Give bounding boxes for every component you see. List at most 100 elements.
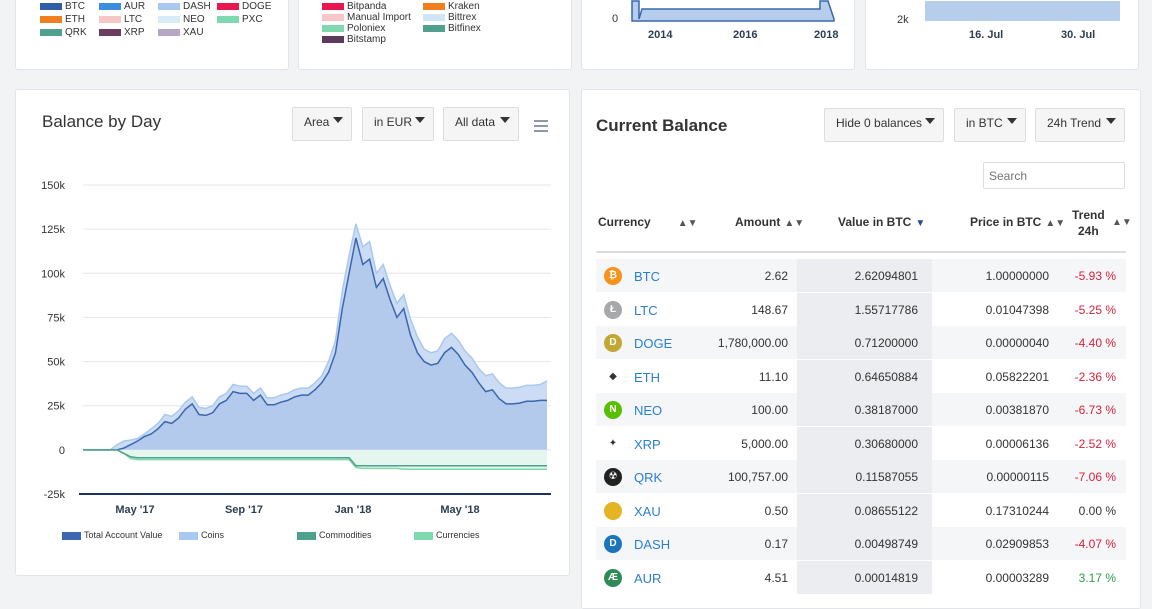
history-area <box>631 0 835 22</box>
amount-column-header[interactable]: Amount ▲▼ <box>735 215 805 229</box>
legend-swatch <box>423 2 445 10</box>
balance-by-day-chart: 150k 125k 100k 75k 50k 25k 0 -25k May '17 Sep '17… <box>41 180 551 516</box>
table-row[interactable]: Æ AUR 4.51 0.00014819 0.00003289 3.17 % <box>596 560 1126 594</box>
legend-item[interactable]: PXC <box>217 14 263 25</box>
legend-item[interactable]: LTC <box>99 14 142 25</box>
price-column-header[interactable]: Price in BTC ▲▼ <box>970 215 1066 229</box>
legend-swatch <box>158 28 180 36</box>
amount-cell: 11.10 <box>758 369 788 384</box>
series-line-commodities[interactable] <box>83 449 547 467</box>
trend-period-dropdown[interactable]: 24h Trend <box>1035 108 1125 142</box>
legend-label: Bitstamp <box>347 34 386 45</box>
series-area-total-account-value <box>83 238 547 450</box>
legend-swatch <box>217 15 239 23</box>
legend-item[interactable]: DASH <box>158 1 211 12</box>
legend-item[interactable]: ETH <box>40 14 85 25</box>
legend-swatch <box>99 2 121 10</box>
legend-swatch <box>322 35 344 43</box>
currency-name-link[interactable]: NEO <box>634 403 663 418</box>
chevron-down-icon <box>333 117 343 123</box>
currency-name-link[interactable]: BTC <box>634 269 660 284</box>
legend-item[interactable]: XRP <box>99 27 145 38</box>
series-line-currencies[interactable] <box>83 449 547 471</box>
legend-item[interactable]: AUR <box>99 1 145 12</box>
currency-name-link[interactable]: DASH <box>634 537 671 552</box>
quark-icon: ☢ <box>604 468 622 486</box>
value-column-header[interactable]: Value in BTC ▼ <box>838 215 926 229</box>
amount-cell: 0.50 <box>764 503 788 518</box>
chart-legend-item[interactable]: Currencies <box>414 530 480 540</box>
currency-name-link[interactable]: XRP <box>634 436 661 452</box>
value-cell: 1.55717786 <box>854 302 918 317</box>
table-row[interactable]: ☢ QRK 100,757.00 0.11587055 0.00000115 -7.06 … <box>596 460 1126 493</box>
table-row[interactable]: ₿ BTC 2.62 2.62094801 1.00000000 -5.93 % <box>596 259 1126 292</box>
legend-item[interactable]: Manual Import <box>322 12 411 23</box>
legend-swatch <box>62 531 81 540</box>
legend-item[interactable]: DOGE <box>217 1 271 12</box>
legend-item[interactable]: Kraken <box>423 1 480 12</box>
currency-name-link[interactable]: ETH <box>634 369 660 385</box>
chevron-down-icon <box>500 117 510 123</box>
value-cell: 0.11587055 <box>855 470 918 484</box>
balance-currency-dropdown[interactable]: in BTC <box>954 108 1026 142</box>
series-line-coins[interactable] <box>83 223 548 451</box>
legend-label: XAU <box>183 27 204 38</box>
legend-swatch <box>423 13 445 21</box>
chart-legend-item[interactable]: Coins <box>179 530 224 540</box>
y-tick-label: 0 <box>59 445 65 457</box>
legend-item[interactable]: Bitstamp <box>322 34 386 45</box>
currency-name-link[interactable]: LTC <box>634 302 658 318</box>
sorted-column-bg <box>797 493 932 527</box>
trend-cell: -6.73 % <box>1074 403 1116 417</box>
table-row[interactable]: D DOGE 1,780,000.00 0.71200000 0.00000040 -4.… <box>596 326 1126 359</box>
legend-swatch <box>322 13 344 21</box>
currency-name-link[interactable]: QRK <box>634 470 663 485</box>
chart-type-dropdown[interactable]: Area <box>292 107 352 141</box>
legend-label: Bitfinex <box>448 23 481 34</box>
legend-swatch <box>99 15 121 23</box>
table-row[interactable]: N NEO 100.00 0.38187000 0.00381870 -6.73 % <box>596 393 1126 426</box>
current-balance-title: Current Balance <box>596 116 728 135</box>
table-row[interactable]: Ł LTC 148.67 1.55717786 0.01047398 -5.25 % <box>596 292 1126 326</box>
legend-item[interactable]: BTC <box>40 1 85 12</box>
currency-name-link[interactable]: DOGE <box>634 336 673 351</box>
legend-item[interactable]: NEO <box>158 14 205 25</box>
legend-item[interactable]: XAU <box>158 27 204 38</box>
legend-swatch <box>297 531 316 540</box>
chart-menu-icon[interactable] <box>534 120 548 135</box>
table-row[interactable]: XAU 0.50 0.08655122 0.17310244 0.00 % <box>596 493 1126 527</box>
trend-column-header[interactable]: Trend 24h ▲▼ <box>1072 208 1132 238</box>
currency-name-link[interactable]: AUR <box>634 570 662 586</box>
chart-range-dropdown[interactable]: All data <box>443 107 519 141</box>
table-row[interactable]: ✦ XRP 5,000.00 0.30680000 0.00006136 -2.52 % <box>596 426 1126 460</box>
chart-legend-item[interactable]: Commodities <box>297 530 372 540</box>
legend-item[interactable]: Bitpanda <box>322 1 386 12</box>
value-cell: 0.00498749 <box>854 537 918 551</box>
chart-legend-item[interactable]: Total Account Value <box>62 530 162 540</box>
value-cell: 0.08655122 <box>854 503 918 518</box>
legend-item[interactable]: Bitfinex <box>423 23 481 34</box>
series-line-total-account-value[interactable] <box>83 237 547 451</box>
price-cell: 0.00006136 <box>985 436 1049 451</box>
currency-column-header[interactable]: Currency ▲▼ <box>598 215 698 229</box>
y-tick-label: -25k <box>44 489 66 501</box>
legend-item[interactable]: Bittrex <box>423 12 476 23</box>
chart-type-value: Area <box>304 115 330 129</box>
table-row[interactable]: ◆ ETH 11.10 0.64650884 0.05822201 -2.36 % <box>596 359 1126 393</box>
chart-currency-dropdown[interactable]: in EUR <box>362 107 434 141</box>
sorted-column-bg <box>797 527 932 560</box>
x-tick-label: Sep '17 <box>225 504 263 516</box>
search-input[interactable] <box>983 162 1125 189</box>
history-x-tick-3: 2018 <box>814 29 839 41</box>
legend-item[interactable]: Poloniex <box>322 23 385 34</box>
history-chart-card: 0 2014 2016 2018 <box>581 0 855 70</box>
legend-label: Manual Import <box>347 12 411 23</box>
currency-name-link[interactable]: XAU <box>634 503 661 519</box>
legend-label: Bittrex <box>448 12 477 23</box>
hide-zero-balances-dropdown[interactable]: Hide 0 balances <box>824 108 944 142</box>
legend-item[interactable]: QRK <box>40 27 87 38</box>
price-cell: 0.05822201 <box>985 369 1049 384</box>
amount-cell: 100,757.00 <box>727 470 788 484</box>
table-row[interactable]: D DASH 0.17 0.00498749 0.02909853 -4.07 % <box>596 527 1126 560</box>
sorted-column-bg <box>797 460 932 493</box>
